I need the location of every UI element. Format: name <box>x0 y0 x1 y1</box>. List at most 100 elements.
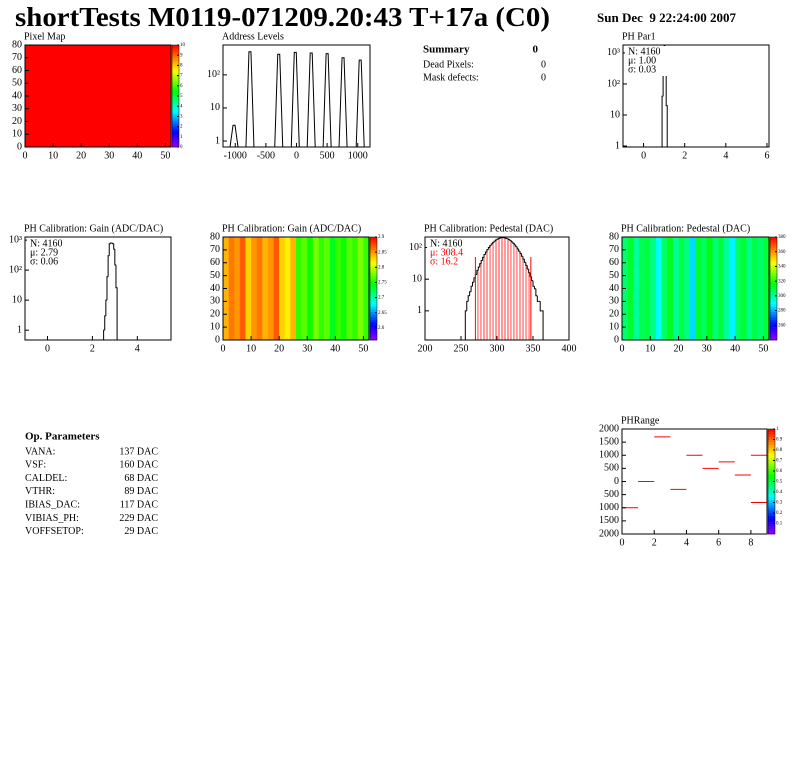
z-tick-label: 360 <box>778 250 786 255</box>
heat-cell <box>307 237 314 340</box>
y-tick-label: 2000 <box>599 528 619 539</box>
y-tick-label: 10³ <box>607 47 620 58</box>
stats-box <box>427 238 471 268</box>
histogram-bin <box>526 265 529 270</box>
z-tick-label: 10 <box>180 43 186 48</box>
colorbar-step <box>770 309 777 312</box>
histogram-bin <box>495 239 497 242</box>
colorbar-step <box>770 255 777 258</box>
z-tick-label: 0.6 <box>776 469 783 474</box>
colorbar-step <box>172 85 179 89</box>
colorbar-step <box>172 88 179 92</box>
z-tick-label: 320 <box>778 279 786 284</box>
z-tick-label: 3 <box>180 115 183 120</box>
heat-cell <box>633 237 640 340</box>
colorbar-step <box>770 334 777 338</box>
colorbar-step <box>768 455 775 459</box>
z-tick-label: 4 <box>180 104 183 109</box>
histogram-bin <box>536 295 539 302</box>
colorbar-step <box>768 484 775 488</box>
histogram-bin <box>470 285 473 292</box>
param-name: VOFFSETOP: <box>25 526 84 537</box>
colorbar-step <box>768 434 775 438</box>
colorbar-step <box>770 314 777 318</box>
x-tick-label: 4 <box>684 537 689 548</box>
heat-cell <box>650 237 657 340</box>
colorbar-step <box>370 291 377 294</box>
hatched-bin <box>525 265 528 340</box>
y-tick-label: 80 <box>609 231 619 242</box>
panel-title: PH Calibration: Pedestal (DAC) <box>621 223 750 234</box>
heat-cell <box>324 237 330 340</box>
panel-title: Pixel Map <box>24 31 65 42</box>
summary-label: Dead Pixels: <box>423 59 474 70</box>
y-tick-label: 60 <box>609 257 619 268</box>
param-value: 229 DAC <box>119 513 158 524</box>
summary-value: 0 <box>533 44 539 56</box>
colorbar-step <box>172 62 179 66</box>
z-tick-label: 2.75 <box>378 281 387 286</box>
colorbar-step <box>770 252 777 256</box>
colorbar-step <box>770 316 777 320</box>
heat-cell <box>228 237 235 340</box>
histogram-bin <box>531 276 533 282</box>
y-tick-label: 70 <box>609 244 619 255</box>
stats-line: μ: 308.4 <box>430 247 463 258</box>
colorbar-step <box>770 327 777 330</box>
heat-cell <box>251 237 257 340</box>
heat-cell <box>757 237 764 340</box>
y-tick-label: 20 <box>12 116 22 127</box>
histogram-bin <box>104 315 106 331</box>
hatched-bin <box>494 241 496 340</box>
y-tick-label: 30 <box>609 296 619 307</box>
colorbar-step <box>770 332 777 336</box>
x-tick-label: -1000 <box>224 150 247 161</box>
colorbar-step <box>172 55 179 59</box>
hatched-bin <box>521 256 523 340</box>
panel-title: PH Calibration: Pedestal (DAC) <box>424 223 553 234</box>
z-tick-label: 340 <box>778 265 786 270</box>
spike <box>290 51 300 148</box>
heat-cell <box>729 237 736 340</box>
heat-cell <box>695 237 702 340</box>
colorbar-step <box>768 489 775 493</box>
x-tick-label: 10 <box>48 150 58 161</box>
y-tick-label: 1500 <box>599 515 619 526</box>
colorbar-step <box>172 83 179 87</box>
y-tick-label: 40 <box>210 283 220 294</box>
param-value: 29 DAC <box>124 526 158 537</box>
colorbar-step <box>768 523 775 527</box>
colorbar-step <box>172 50 179 53</box>
stats-line: μ: 1.00 <box>628 55 656 66</box>
hatched-bin <box>515 246 518 340</box>
colorbar-step <box>172 121 179 125</box>
colorbar-step <box>172 126 179 130</box>
histogram-bin <box>539 301 542 312</box>
heat-cell <box>340 237 347 340</box>
colorbar-step <box>172 103 179 107</box>
colorbar-step <box>172 90 179 94</box>
histogram-bin <box>492 241 495 244</box>
histogram-bin <box>490 243 493 246</box>
x-tick-label: 300 <box>490 343 505 354</box>
colorbar-step <box>172 101 179 104</box>
y-tick-label: 0 <box>614 476 619 487</box>
colorbar-step <box>172 124 179 127</box>
colorbar-step <box>370 275 377 279</box>
param-name: VIBIAS_PH: <box>25 513 79 524</box>
x-tick-label: 6 <box>716 537 721 548</box>
y-tick-label: 1000 <box>599 502 619 513</box>
colorbar-step <box>370 334 377 338</box>
colorbar-step <box>768 520 775 524</box>
colorbar-step <box>770 280 777 284</box>
heat-cell <box>346 237 353 340</box>
z-tick-label: 7 <box>180 74 183 79</box>
colorbar-step <box>768 505 775 509</box>
colorbar-step <box>770 288 777 292</box>
heat-cell <box>706 237 713 340</box>
y-tick-label: 10 <box>12 129 22 140</box>
histogram-bin <box>506 238 509 240</box>
colorbar-step <box>172 57 179 61</box>
colorbar-step <box>770 329 777 333</box>
colorbar-step <box>370 237 377 240</box>
